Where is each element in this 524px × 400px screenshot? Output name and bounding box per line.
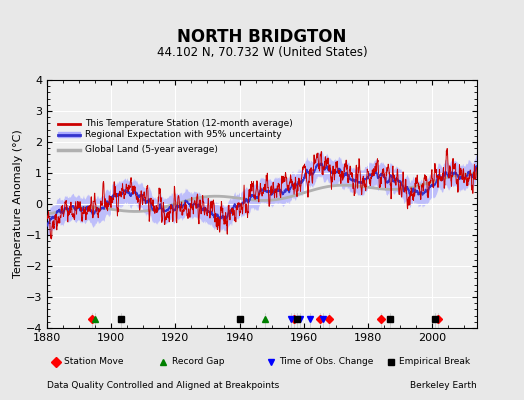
Text: Regional Expectation with 95% uncertainty: Regional Expectation with 95% uncertaint… (85, 130, 282, 139)
Text: Data Quality Controlled and Aligned at Breakpoints: Data Quality Controlled and Aligned at B… (47, 381, 279, 390)
Text: Berkeley Earth: Berkeley Earth (410, 381, 477, 390)
Text: Time of Obs. Change: Time of Obs. Change (279, 358, 374, 366)
Text: Global Land (5-year average): Global Land (5-year average) (85, 146, 218, 154)
Text: This Temperature Station (12-month average): This Temperature Station (12-month avera… (85, 119, 293, 128)
Text: 44.102 N, 70.732 W (United States): 44.102 N, 70.732 W (United States) (157, 46, 367, 59)
Y-axis label: Temperature Anomaly (°C): Temperature Anomaly (°C) (13, 130, 23, 278)
Text: Record Gap: Record Gap (172, 358, 224, 366)
Text: Empirical Break: Empirical Break (399, 358, 471, 366)
Text: NORTH BRIDGTON: NORTH BRIDGTON (177, 28, 347, 46)
Text: Station Move: Station Move (64, 358, 124, 366)
